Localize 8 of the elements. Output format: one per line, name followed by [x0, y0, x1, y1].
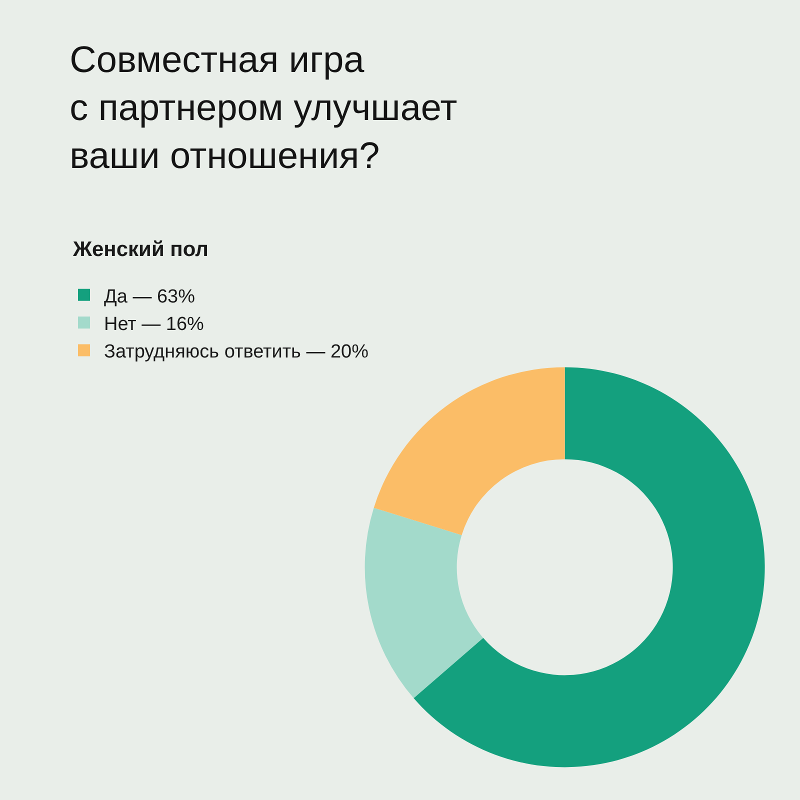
- legend-label: Нет — 16%: [104, 314, 204, 335]
- legend-label: Затрудняюсь ответить — 20%: [104, 342, 369, 363]
- chart-subtitle: Женский пол: [72, 238, 209, 261]
- donut-slice: [365, 508, 484, 698]
- chart-title: Совместная игра с партнером улучшает ваши отношения?: [70, 39, 458, 176]
- donut-slice: [374, 367, 565, 536]
- legend-label: Да — 63%: [104, 286, 196, 308]
- donut-slice: [414, 367, 765, 767]
